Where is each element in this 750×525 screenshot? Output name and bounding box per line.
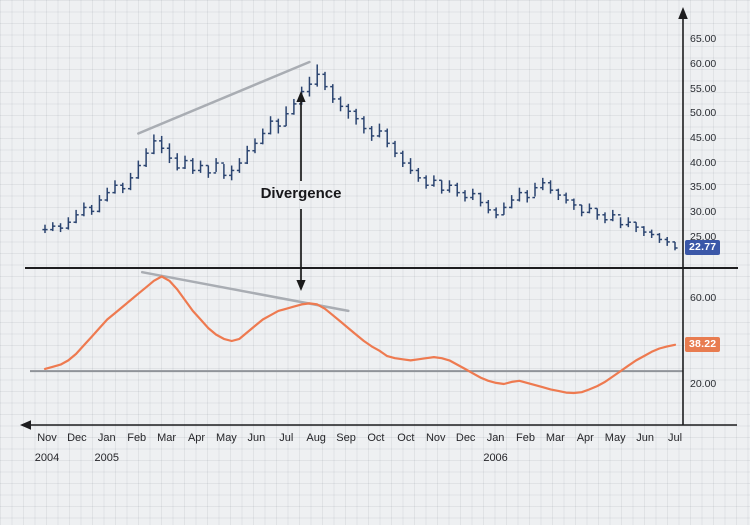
indicator-last-value-badge: 38.22 — [685, 337, 721, 353]
price-last-value-badge: 22.77 — [685, 240, 721, 256]
divergence-annotation-label: Divergence — [260, 185, 342, 202]
